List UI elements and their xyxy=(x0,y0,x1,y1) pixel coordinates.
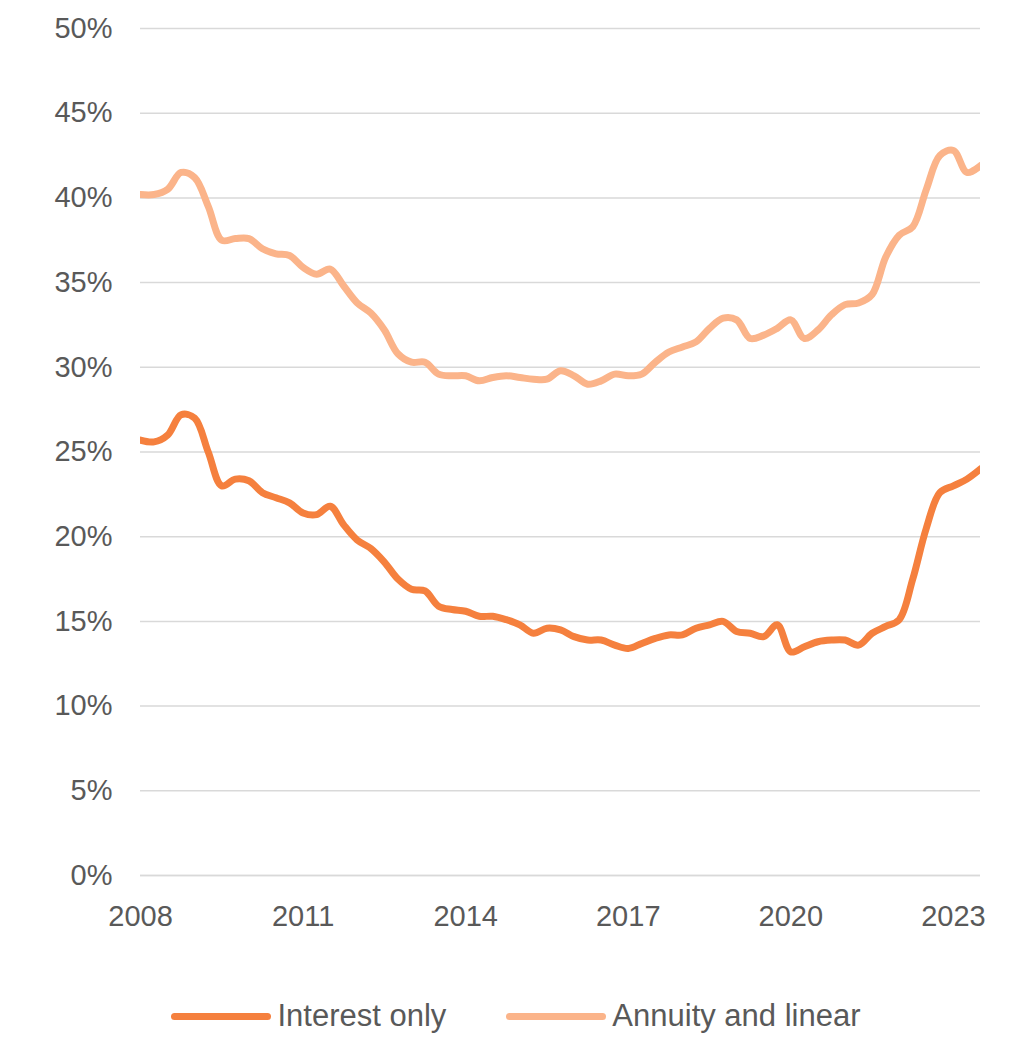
svg-text:50%: 50% xyxy=(54,12,112,44)
svg-text:5%: 5% xyxy=(71,774,113,806)
svg-text:25%: 25% xyxy=(54,435,112,467)
svg-text:2008: 2008 xyxy=(108,900,173,932)
svg-text:2017: 2017 xyxy=(596,900,661,932)
svg-text:30%: 30% xyxy=(54,351,112,383)
svg-text:45%: 45% xyxy=(54,96,112,128)
svg-text:2011: 2011 xyxy=(272,900,334,932)
html-text:Annuity and linear: Annuity and linear xyxy=(612,998,861,1033)
svg-text:40%: 40% xyxy=(54,181,112,213)
svg-text:15%: 15% xyxy=(54,605,112,637)
svg-text:2014: 2014 xyxy=(433,900,498,932)
html-text:Interest only: Interest only xyxy=(277,998,447,1033)
svg-text:35%: 35% xyxy=(54,266,112,298)
svg-text:2023: 2023 xyxy=(921,900,986,932)
svg-text:0%: 0% xyxy=(71,859,113,891)
svg-text:20%: 20% xyxy=(54,520,112,552)
svg-text:10%: 10% xyxy=(54,689,112,721)
svg-text:2020: 2020 xyxy=(759,900,824,932)
